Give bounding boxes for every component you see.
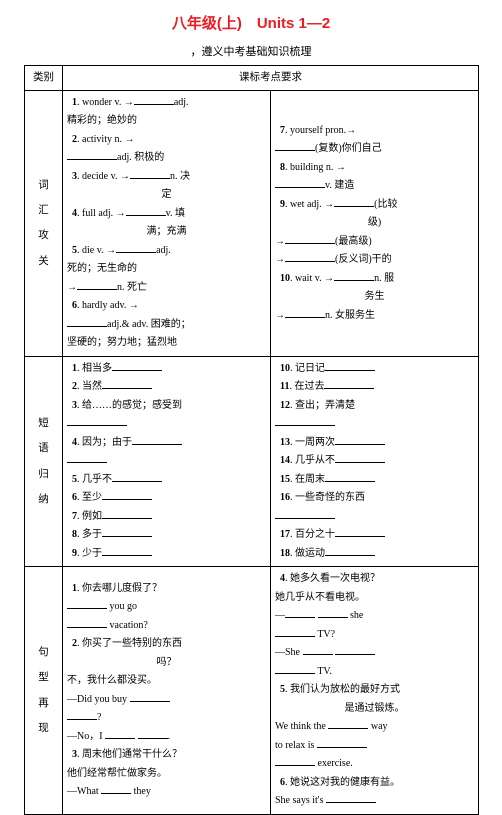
content-line: —No，I . bbox=[67, 728, 266, 747]
content-line: She says it's bbox=[275, 792, 474, 811]
category-cell: 短语归纳 bbox=[25, 356, 63, 567]
content-line: 10. 记日记 bbox=[275, 360, 474, 379]
content-line: 是通过锻炼。 bbox=[275, 700, 474, 719]
content-line: adj. 积极的 bbox=[67, 149, 266, 168]
content-line: TV? bbox=[275, 626, 474, 645]
content-line: 8. building n. → bbox=[275, 159, 474, 178]
content-left: 1. 相当多2. 当然3. 给……的感觉；感受到 4. 因为；由于 5. 几乎不6.… bbox=[63, 356, 271, 567]
content-line: 她几乎从不看电视。 bbox=[275, 589, 474, 608]
content-line: 12. 查出；弄清楚 bbox=[275, 397, 474, 416]
col-header-requirements: 课标考点要求 bbox=[63, 66, 479, 91]
content-line: 1. wonder v. →adj. bbox=[67, 94, 266, 113]
content-line: 务生 bbox=[275, 288, 474, 307]
category-cell: 句型再现 bbox=[25, 567, 63, 815]
content-line: 7. yourself pron.→ bbox=[275, 122, 474, 141]
content-line: to relax is bbox=[275, 737, 474, 756]
content-line: (复数)你们自己 bbox=[275, 140, 474, 159]
content-line: 坚硬的；努力地；猛烈地 bbox=[67, 334, 266, 353]
content-line: 18. 做运动 bbox=[275, 545, 474, 564]
content-line: 4. 因为；由于 bbox=[67, 434, 266, 453]
content-line: —She bbox=[275, 644, 474, 663]
content-line: 13. 一周两次 bbox=[275, 434, 474, 453]
content-right: 4. 她多久看一次电视？她几乎从不看电视。— she TV?—She TV.5.… bbox=[271, 567, 479, 815]
content-line: 2. activity n. → bbox=[67, 131, 266, 150]
content-line: v. 建造 bbox=[275, 177, 474, 196]
content-line: 级) bbox=[275, 214, 474, 233]
content-line: adj.& adv. 困难的； bbox=[67, 316, 266, 335]
content-line: ? bbox=[67, 709, 266, 728]
page-title: 八年级(上) Units 1—2 bbox=[24, 12, 478, 33]
content-line: vacation? bbox=[67, 617, 266, 636]
content-line: 死的；无生命的 bbox=[67, 260, 266, 279]
content-line: 6. 至少 bbox=[67, 489, 266, 508]
content-line: TV. bbox=[275, 663, 474, 682]
content-line: 3. 周末他们通常干什么？ bbox=[67, 746, 266, 765]
col-header-category: 类别 bbox=[25, 66, 63, 91]
content-line: We think the way bbox=[275, 718, 474, 737]
content-line: 5. 我们认为放松的最好方式 bbox=[275, 681, 474, 700]
content-line: 15. 在周末 bbox=[275, 471, 474, 490]
content-line: 1. 你去哪儿度假了？ bbox=[67, 580, 266, 599]
content-left: 1. wonder v. →adj.精彩的；绝妙的2. activity n. … bbox=[63, 90, 271, 356]
content-right: 10. 记日记11. 在过去12. 查出；弄清楚 13. 一周两次14. 几乎从不… bbox=[271, 356, 479, 567]
content-line bbox=[67, 452, 266, 471]
content-line: 3. decide v. →n. 决 bbox=[67, 168, 266, 187]
content-line: 1. 相当多 bbox=[67, 360, 266, 379]
content-line: 10. wait v. →n. 服 bbox=[275, 270, 474, 289]
content-line: 7. 例如 bbox=[67, 508, 266, 527]
content-left: 1. 你去哪儿度假了？ you go vacation?2. 你买了一些特别的东… bbox=[63, 567, 271, 815]
content-line: 5. die v. →adj. bbox=[67, 242, 266, 261]
content-line: 17. 百分之十 bbox=[275, 526, 474, 545]
content-line: →n. 死亡 bbox=[67, 279, 266, 298]
content-right: 7. yourself pron.→(复数)你们自己8. building n.… bbox=[271, 90, 479, 356]
category-cell: 词汇攻关 bbox=[25, 90, 63, 356]
content-line: 11. 在过去 bbox=[275, 378, 474, 397]
content-line: 5. 几乎不 bbox=[67, 471, 266, 490]
content-line: 2. 你买了一些特别的东西 bbox=[67, 635, 266, 654]
content-line: →n. 女服务生 bbox=[275, 307, 474, 326]
content-line: — she bbox=[275, 607, 474, 626]
content-line: 8. 多于 bbox=[67, 526, 266, 545]
content-line: 6. hardly adv. → bbox=[67, 297, 266, 316]
content-line: →(最高级) bbox=[275, 233, 474, 252]
content-line: 不，我什么都没买。 bbox=[67, 672, 266, 691]
content-line bbox=[275, 508, 474, 527]
content-line bbox=[67, 415, 266, 434]
content-line: exercise. bbox=[275, 755, 474, 774]
content-line: 2. 当然 bbox=[67, 378, 266, 397]
content-line: 4. full adj. →v. 填 bbox=[67, 205, 266, 224]
content-line: 9. wet adj. →(比较 bbox=[275, 196, 474, 215]
content-line: 4. 她多久看一次电视？ bbox=[275, 570, 474, 589]
content-line: 9. 少于 bbox=[67, 545, 266, 564]
content-table: 类别 课标考点要求 词汇攻关1. wonder v. →adj.精彩的；绝妙的2… bbox=[24, 65, 479, 815]
content-line: —Did you buy bbox=[67, 691, 266, 710]
content-line bbox=[275, 415, 474, 434]
content-line: 吗？ bbox=[67, 654, 266, 673]
content-line: 定 bbox=[67, 186, 266, 205]
page-subtitle: ，遵义中考基础知识梳理 bbox=[24, 43, 478, 59]
content-line: 14. 几乎从不 bbox=[275, 452, 474, 471]
content-line: 他们经常帮忙做家务。 bbox=[67, 765, 266, 784]
content-line: →(反义词)干的 bbox=[275, 251, 474, 270]
content-line: 16. 一些奇怪的东西 bbox=[275, 489, 474, 508]
content-line: 满；充满 bbox=[67, 223, 266, 242]
content-line: you go bbox=[67, 598, 266, 617]
content-line: 3. 给……的感觉；感受到 bbox=[67, 397, 266, 416]
content-line: 6. 她说这对我的健康有益。 bbox=[275, 774, 474, 793]
content-line: —What they bbox=[67, 783, 266, 802]
content-line: 精彩的；绝妙的 bbox=[67, 112, 266, 131]
